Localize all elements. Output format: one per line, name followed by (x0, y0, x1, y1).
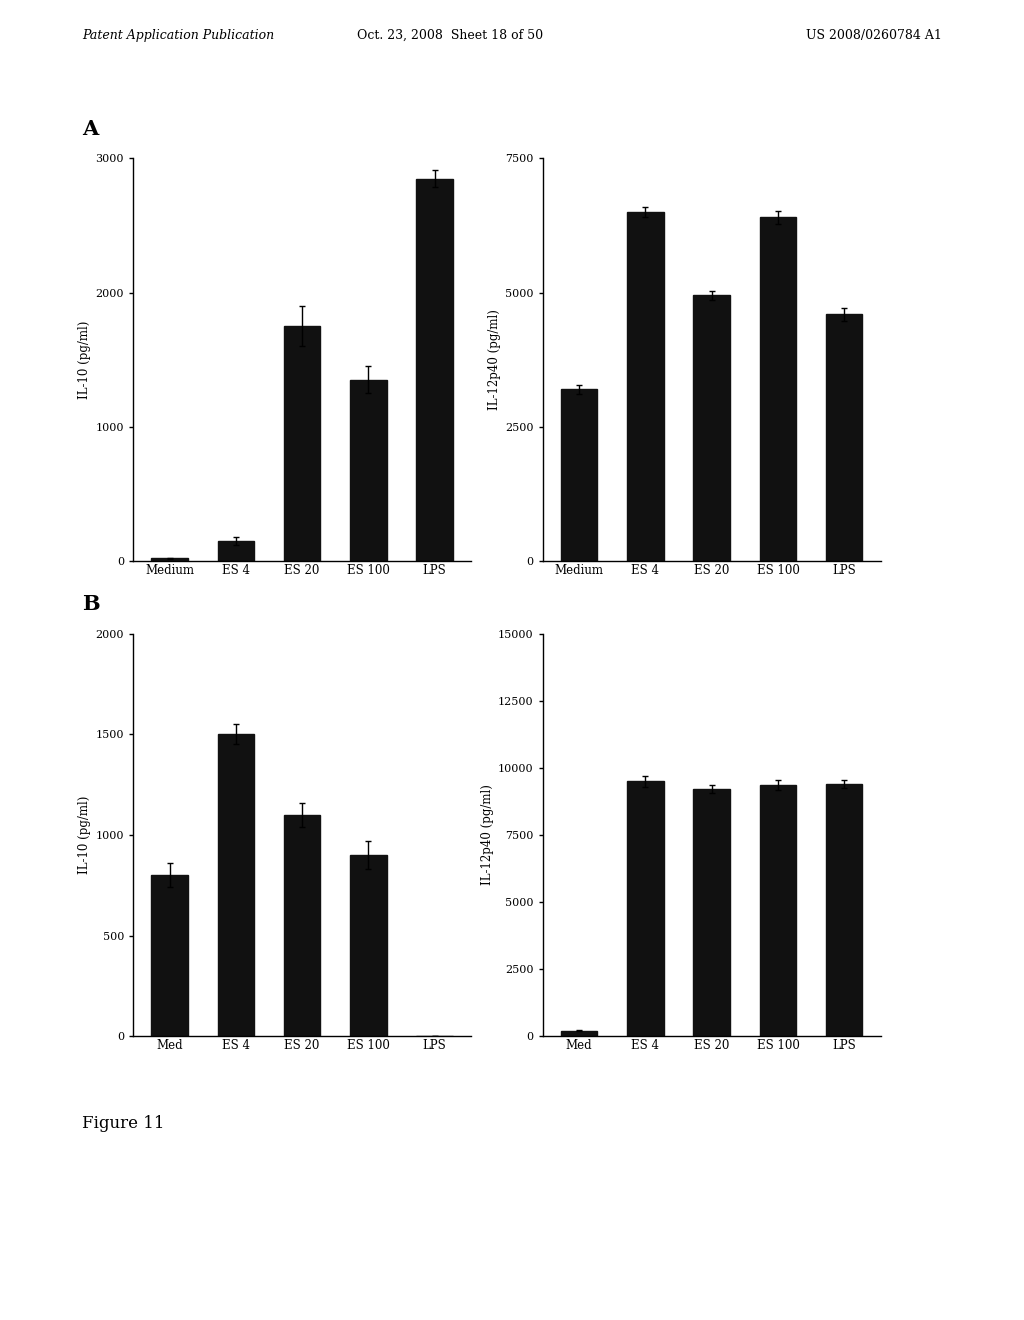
Y-axis label: IL-10 (pg/ml): IL-10 (pg/ml) (79, 321, 91, 399)
Bar (217, 734, 254, 1036)
Bar (693, 296, 730, 561)
Bar (627, 781, 664, 1036)
Y-axis label: IL-12p40 (pg/ml): IL-12p40 (pg/ml) (488, 309, 501, 411)
Bar (627, 213, 664, 561)
Y-axis label: IL-12p40 (pg/ml): IL-12p40 (pg/ml) (481, 784, 494, 886)
Bar (561, 389, 597, 561)
Bar (152, 875, 187, 1036)
Bar (284, 326, 321, 561)
Text: B: B (82, 594, 99, 614)
Text: US 2008/0260784 A1: US 2008/0260784 A1 (806, 29, 942, 42)
Bar (350, 855, 387, 1036)
Bar (350, 380, 387, 561)
Bar (561, 1031, 597, 1036)
Bar (152, 558, 187, 561)
Text: Figure 11: Figure 11 (82, 1115, 165, 1133)
Y-axis label: IL-10 (pg/ml): IL-10 (pg/ml) (79, 796, 91, 874)
Text: Patent Application Publication: Patent Application Publication (82, 29, 274, 42)
Bar (417, 178, 453, 561)
Bar (826, 784, 862, 1036)
Text: A: A (82, 119, 98, 139)
Text: Oct. 23, 2008  Sheet 18 of 50: Oct. 23, 2008 Sheet 18 of 50 (357, 29, 544, 42)
Bar (826, 314, 862, 561)
Bar (217, 541, 254, 561)
Bar (760, 785, 797, 1036)
Bar (693, 789, 730, 1036)
Bar (760, 218, 797, 561)
Bar (284, 814, 321, 1036)
